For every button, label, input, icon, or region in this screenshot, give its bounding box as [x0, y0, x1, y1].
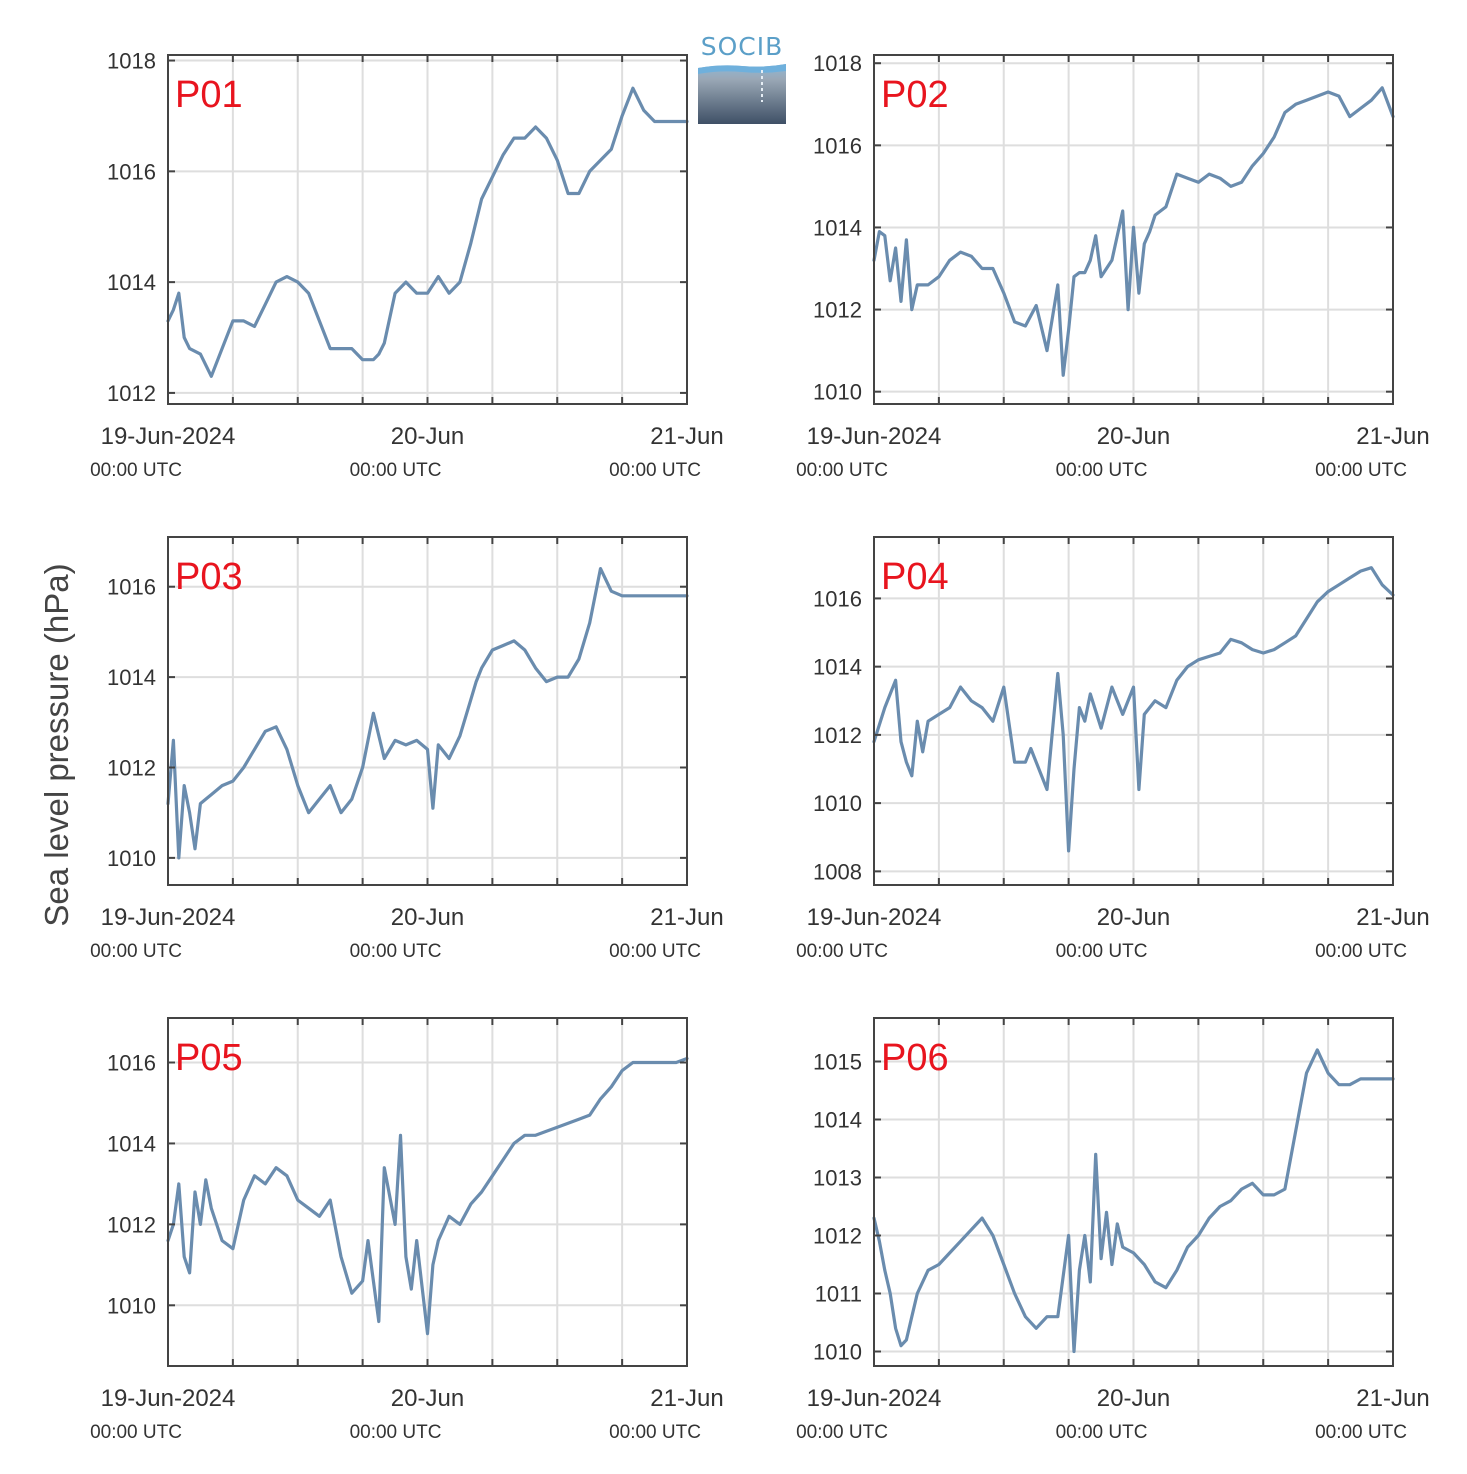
x-tick-label-time: 00:00 UTC: [1315, 1422, 1407, 1443]
chart-panel-4: 1008 1010 1012 1014 1016 19-Jun-2024 00:00 UTC…: [796, 536, 1430, 962]
y-tick-label: 1016: [813, 133, 862, 158]
y-tick-label: 1012: [813, 298, 862, 323]
panel-title: P02: [881, 74, 949, 116]
chart-panel-3: 1010 1012 1014 1016 19-Jun-2024 00:00 UTC 20-J…: [90, 536, 724, 962]
x-tick-label-time: 00:00 UTC: [609, 1422, 701, 1443]
y-tick-label: 1011: [815, 1282, 862, 1307]
x-tick-label-date: 21-Jun: [650, 904, 723, 931]
chart-panel-5: 1010 1012 1014 1016 19-Jun-2024 00:00 UTC 20-J…: [90, 1017, 724, 1443]
y-axis-label: Sea level pressure (hPa): [38, 563, 75, 926]
x-tick-label-date: 19-Jun-2024: [807, 904, 942, 931]
x-tick-label-time: 00:00 UTC: [90, 460, 182, 481]
x-tick-label-time: 00:00 UTC: [90, 1422, 182, 1443]
chart-panel-1: 1012 1014 1016 1018 19-Jun-2024 00:00 UTC 20-J…: [90, 49, 724, 481]
x-tick-label-time: 00:00 UTC: [609, 941, 701, 962]
y-tick-label: 1010: [107, 846, 156, 871]
series-line-1: [166, 86, 689, 378]
series-line-4: [872, 566, 1395, 853]
y-tick-label: 1012: [813, 1224, 862, 1249]
x-tick-label-time: 00:00 UTC: [1315, 460, 1407, 481]
y-tick-label: 1012: [813, 723, 862, 748]
y-tick-label: 1013: [813, 1166, 862, 1191]
panel-title: P06: [881, 1037, 949, 1079]
chart-panel-2: 1010 1012 1014 1016 1018 19-Jun-2024 00:00 UTC…: [796, 51, 1430, 481]
y-tick-label: 1016: [107, 575, 156, 600]
panel-title: P03: [175, 556, 243, 598]
y-tick-label: 1018: [813, 51, 862, 76]
y-tick-label: 1010: [813, 1340, 862, 1365]
y-tick-label: 1008: [813, 859, 862, 884]
x-tick-label-date: 19-Jun-2024: [101, 1385, 236, 1412]
logo-wave-icon: [698, 64, 786, 124]
x-tick-label-time: 00:00 UTC: [796, 941, 888, 962]
x-tick-label-time: 00:00 UTC: [1056, 1422, 1148, 1443]
y-tick-label: 1014: [813, 1108, 862, 1133]
y-tick-label: 1010: [107, 1293, 156, 1318]
x-tick-label-date: 19-Jun-2024: [101, 904, 236, 931]
x-tick-label-date: 21-Jun: [1356, 423, 1429, 450]
chart-panel-6: 1010 1011 1012 1013 1014 1015 19-Jun-2024 00:00…: [796, 1017, 1430, 1443]
y-tick-label: 1016: [107, 1051, 156, 1076]
x-tick-label-time: 00:00 UTC: [90, 941, 182, 962]
y-tick-label: 1014: [107, 270, 156, 295]
y-tick-label: 1015: [813, 1050, 862, 1075]
series-line-3: [166, 567, 689, 860]
series-line-6: [872, 1048, 1395, 1354]
x-tick-label-time: 00:00 UTC: [350, 460, 442, 481]
x-tick-label-date: 20-Jun: [391, 1385, 464, 1412]
x-tick-label-time: 00:00 UTC: [796, 460, 888, 481]
x-tick-label-date: 19-Jun-2024: [101, 423, 236, 450]
x-tick-label-date: 19-Jun-2024: [807, 423, 942, 450]
x-tick-label-date: 21-Jun: [650, 423, 723, 450]
x-tick-label-time: 00:00 UTC: [1315, 941, 1407, 962]
x-tick-label-date: 21-Jun: [1356, 1385, 1429, 1412]
x-tick-label-date: 20-Jun: [391, 423, 464, 450]
x-tick-label-time: 00:00 UTC: [796, 1422, 888, 1443]
x-tick-label-date: 20-Jun: [1097, 1385, 1170, 1412]
panel-title: P01: [175, 74, 243, 116]
y-tick-label: 1010: [813, 380, 862, 405]
x-tick-label-time: 00:00 UTC: [350, 1422, 442, 1443]
x-tick-label-date: 20-Jun: [1097, 423, 1170, 450]
x-tick-label-time: 00:00 UTC: [1056, 941, 1148, 962]
y-tick-label: 1018: [107, 49, 156, 74]
y-tick-label: 1012: [107, 1212, 156, 1237]
y-tick-label: 1016: [813, 586, 862, 611]
logo-text: SOCIB: [700, 32, 784, 61]
series-line-5: [166, 1056, 689, 1336]
y-tick-label: 1014: [107, 1131, 156, 1156]
x-tick-label-date: 21-Jun: [1356, 904, 1429, 931]
y-tick-label: 1010: [813, 791, 862, 816]
x-tick-label-time: 00:00 UTC: [350, 941, 442, 962]
x-tick-label-time: 00:00 UTC: [609, 460, 701, 481]
socib-logo: SOCIB: [697, 32, 787, 124]
x-tick-label-date: 20-Jun: [1097, 904, 1170, 931]
series-line-2: [872, 86, 1395, 377]
y-tick-label: 1014: [813, 655, 862, 680]
y-tick-label: 1016: [107, 159, 156, 184]
y-tick-label: 1012: [107, 381, 156, 406]
x-tick-label-time: 00:00 UTC: [1056, 460, 1148, 481]
x-tick-label-date: 20-Jun: [391, 904, 464, 931]
panel-title: P05: [175, 1037, 243, 1079]
y-tick-label: 1014: [813, 215, 862, 240]
x-tick-label-date: 19-Jun-2024: [807, 1385, 942, 1412]
panel-title: P04: [881, 556, 949, 598]
y-tick-label: 1012: [107, 755, 156, 780]
y-tick-label: 1014: [107, 665, 156, 690]
x-tick-label-date: 21-Jun: [650, 1385, 723, 1412]
